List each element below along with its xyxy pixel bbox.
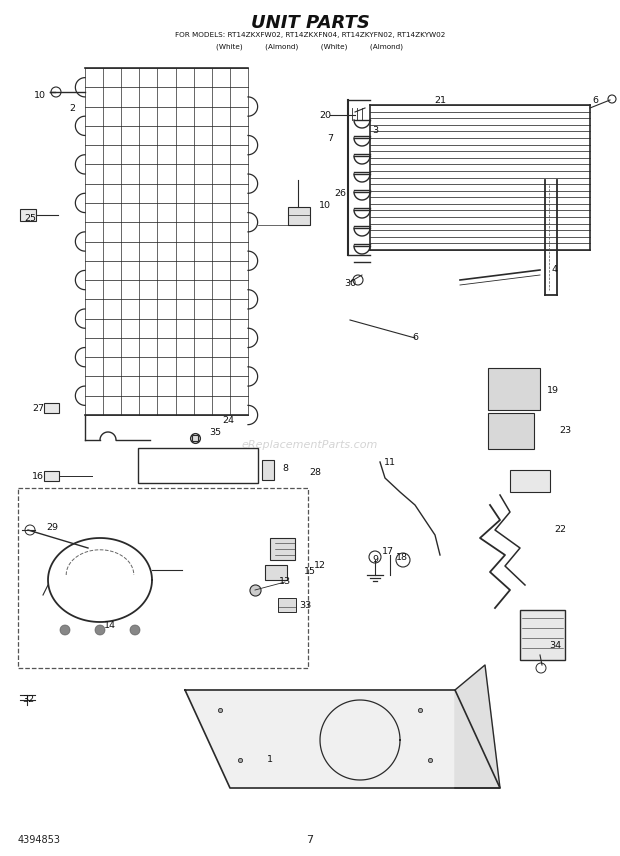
- Bar: [278, 598, 296, 612]
- Bar: [20, 209, 36, 221]
- Bar: [265, 565, 287, 580]
- Text: 4394853: 4394853: [18, 835, 61, 845]
- Bar: [288, 207, 310, 225]
- Bar: [138, 448, 258, 483]
- Text: 12: 12: [314, 561, 326, 569]
- Text: 23: 23: [559, 425, 571, 435]
- Text: (White)          (Almond)          (White)          (Almond): (White) (Almond) (White) (Almond): [216, 43, 404, 50]
- Polygon shape: [455, 665, 500, 788]
- Bar: [44, 403, 59, 413]
- Bar: [18, 488, 308, 668]
- Bar: [510, 470, 550, 492]
- Text: 16: 16: [32, 472, 44, 480]
- Text: 21: 21: [434, 96, 446, 104]
- Text: 22: 22: [554, 526, 566, 534]
- Text: 20: 20: [319, 110, 331, 120]
- Text: 17: 17: [382, 548, 394, 556]
- Text: FOR MODELS: RT14ZKXFW02, RT14ZKXFN04, RT14ZKYFN02, RT14ZKYW02: FOR MODELS: RT14ZKXFW02, RT14ZKXFN04, RT…: [175, 32, 445, 38]
- Text: 3: 3: [372, 126, 378, 134]
- Text: 18: 18: [396, 554, 408, 562]
- FancyBboxPatch shape: [488, 368, 540, 410]
- Text: 4: 4: [552, 265, 558, 275]
- Circle shape: [60, 625, 70, 635]
- Text: 24: 24: [222, 415, 234, 425]
- Text: 32: 32: [22, 695, 34, 704]
- Text: 6: 6: [592, 96, 598, 104]
- Text: UNIT PARTS: UNIT PARTS: [250, 14, 370, 32]
- Text: 7: 7: [327, 134, 333, 142]
- Text: 6: 6: [412, 334, 418, 342]
- Text: 25: 25: [24, 213, 36, 223]
- Bar: [44, 471, 59, 481]
- Text: 10: 10: [319, 200, 331, 210]
- Bar: [270, 538, 295, 560]
- Text: 10: 10: [34, 91, 46, 99]
- Text: 14: 14: [104, 621, 116, 629]
- Bar: [262, 460, 274, 480]
- Text: 11: 11: [384, 457, 396, 467]
- Text: 30: 30: [344, 278, 356, 288]
- Text: 2: 2: [69, 104, 75, 112]
- FancyBboxPatch shape: [488, 413, 534, 449]
- Text: 1: 1: [267, 756, 273, 764]
- Circle shape: [130, 625, 140, 635]
- Text: 19: 19: [547, 385, 559, 395]
- Text: eReplacementParts.com: eReplacementParts.com: [242, 440, 378, 450]
- Text: 13: 13: [279, 578, 291, 586]
- Text: 8: 8: [282, 463, 288, 473]
- Text: 28: 28: [309, 467, 321, 477]
- Bar: [520, 610, 565, 660]
- Text: 33: 33: [299, 602, 311, 610]
- Text: 26: 26: [334, 188, 346, 198]
- Polygon shape: [185, 690, 500, 788]
- Text: 7: 7: [306, 835, 314, 845]
- Text: 15: 15: [304, 568, 316, 576]
- Text: 29: 29: [46, 524, 58, 532]
- Text: 34: 34: [549, 640, 561, 650]
- Text: 35: 35: [209, 427, 221, 437]
- Text: 27: 27: [32, 403, 44, 413]
- Circle shape: [95, 625, 105, 635]
- Text: 9: 9: [372, 556, 378, 564]
